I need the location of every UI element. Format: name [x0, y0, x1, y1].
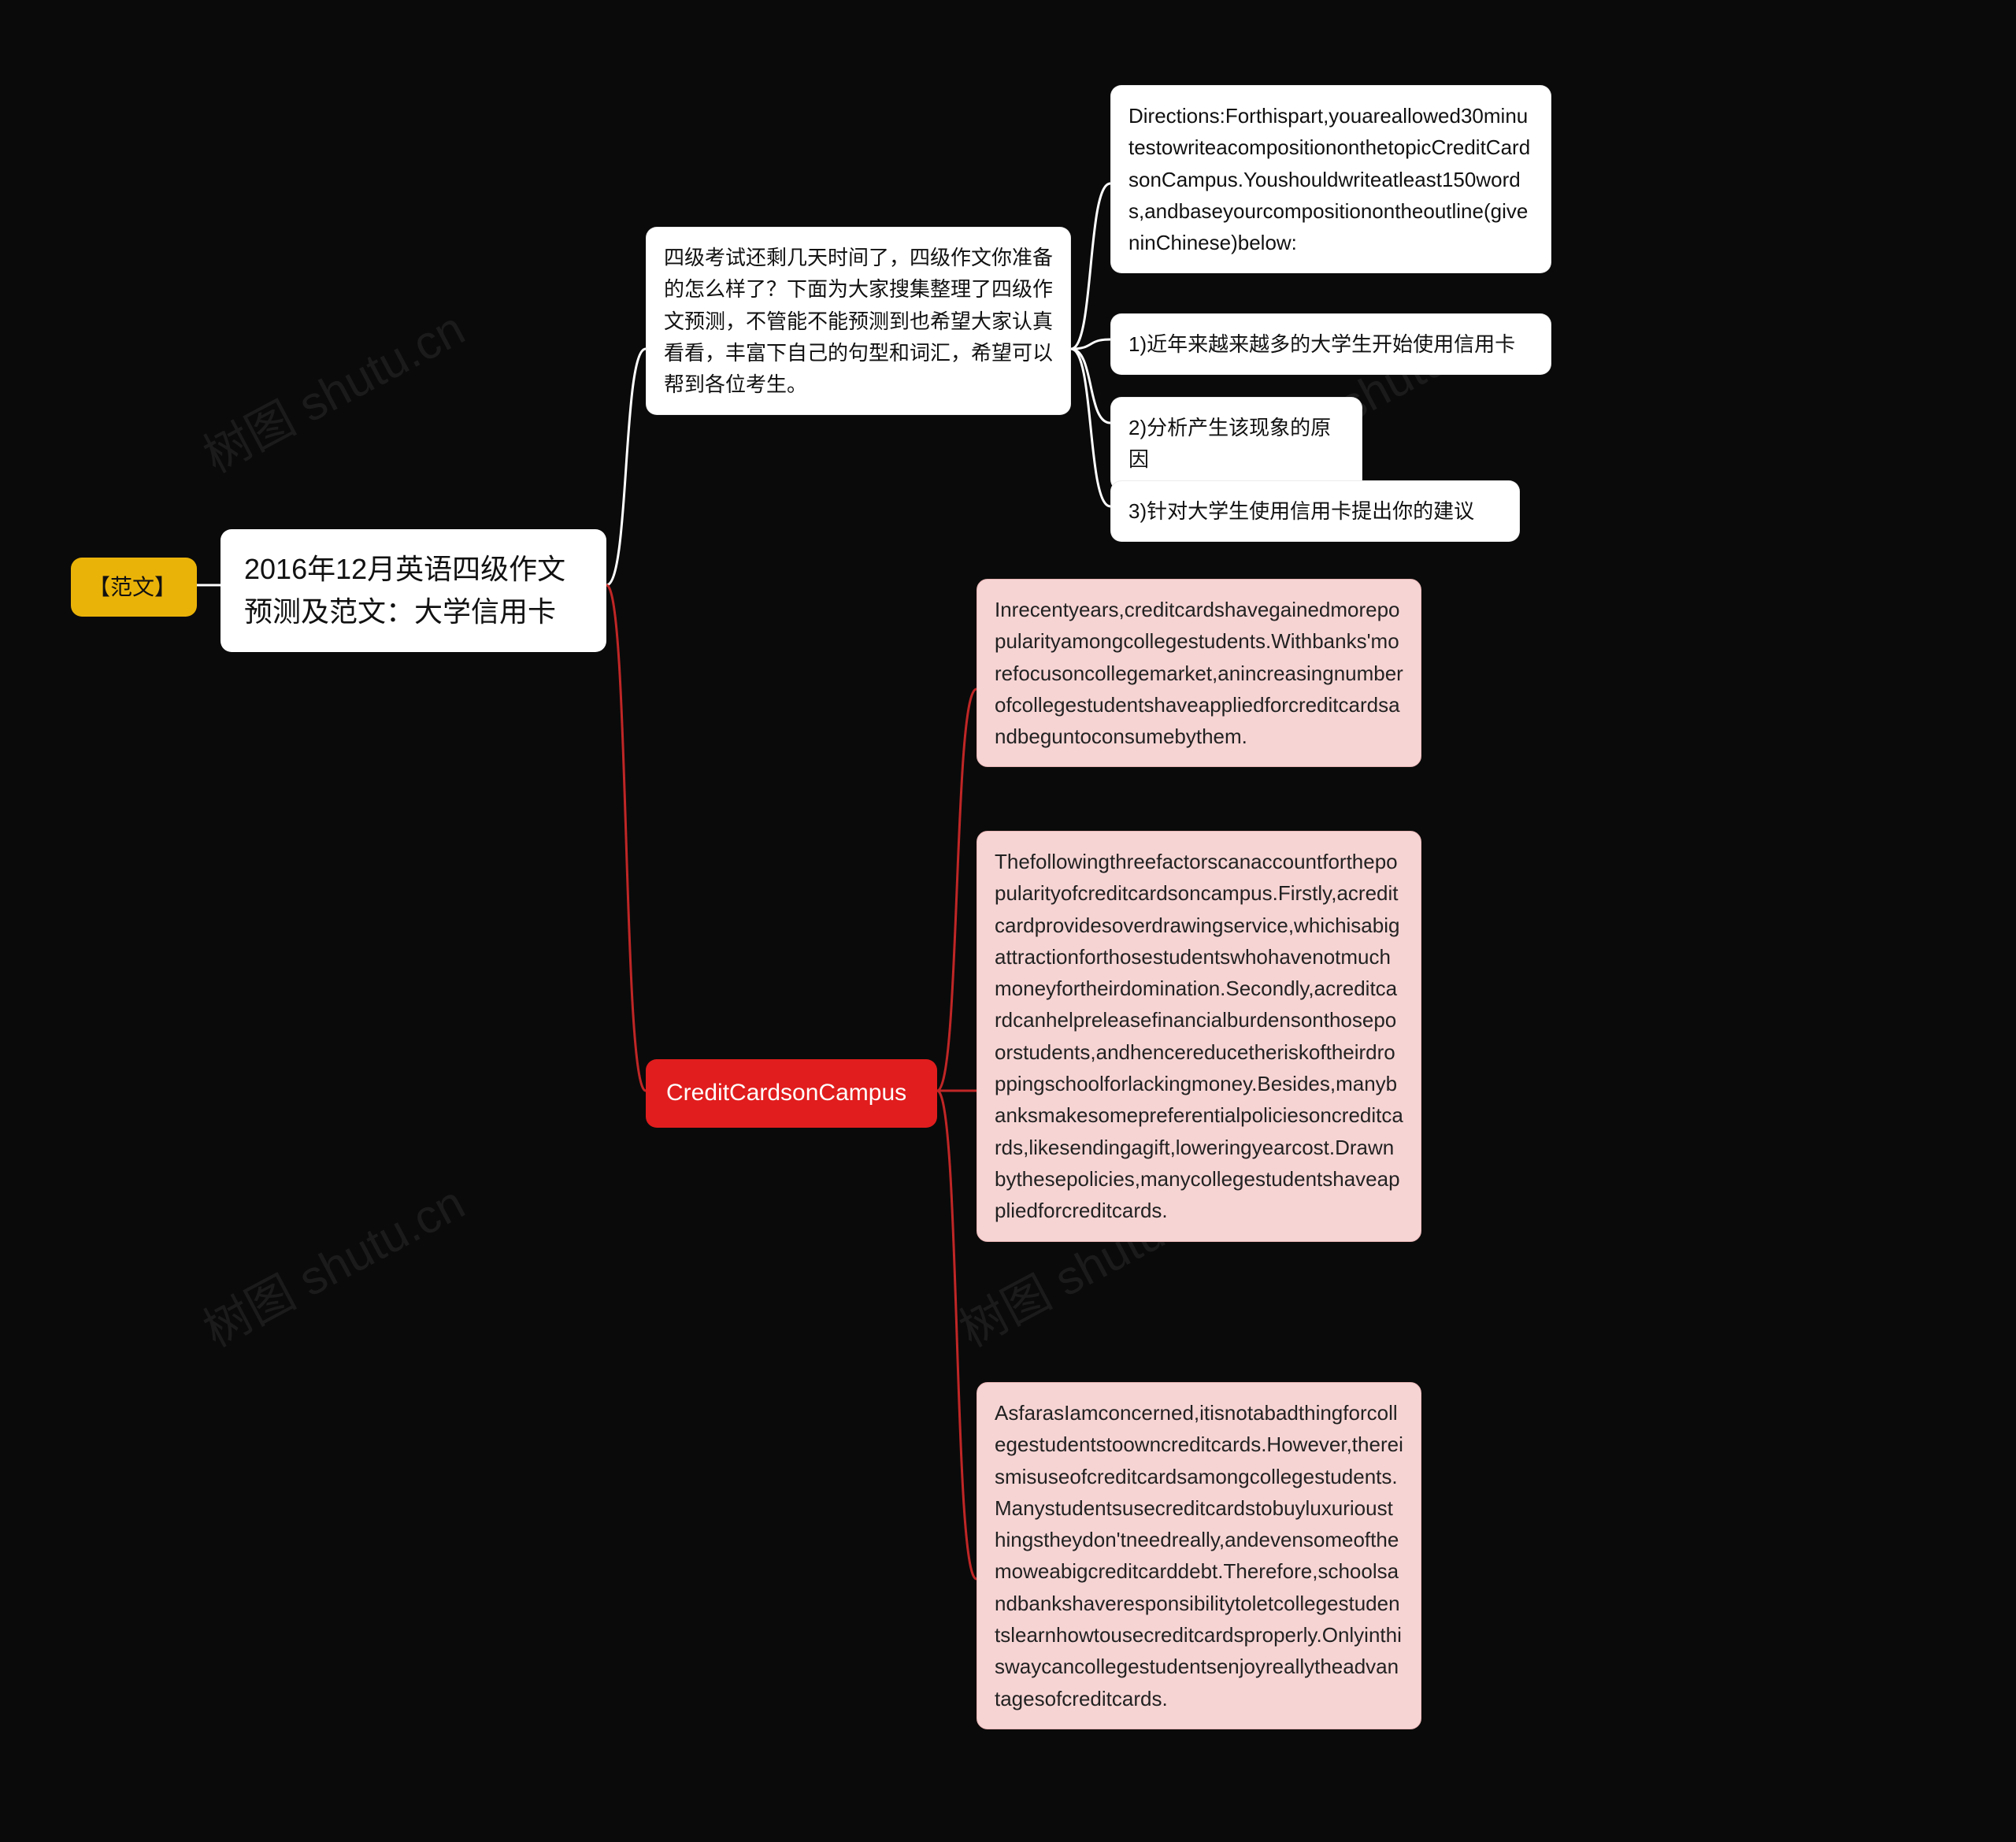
- root-label: 【范文】: [88, 575, 176, 599]
- connector: [1071, 349, 1110, 423]
- outline-point-3[interactable]: 3)针对大学生使用信用卡提出你的建议: [1110, 480, 1520, 542]
- outline-point-3-text: 3)针对大学生使用信用卡提出你的建议: [1128, 499, 1474, 523]
- intro-text: 四级考试还剩几天时间了，四级作文你准备的怎么样了？下面为大家搜集整理了四级作文预…: [664, 246, 1053, 396]
- outline-point-2-text: 2)分析产生该现象的原因: [1128, 416, 1331, 471]
- connector: [937, 689, 976, 1091]
- watermark: 树图 shutu.cn: [190, 291, 475, 486]
- directions-node[interactable]: Directions:Forthispart,youareallowed30mi…: [1110, 85, 1551, 273]
- essay-paragraph-3-text: AsfarasIamconcerned,itisnotabadthingforc…: [995, 1401, 1403, 1710]
- watermark: 树图 shutu.cn: [190, 1166, 475, 1360]
- directions-text: Directions:Forthispart,youareallowed30mi…: [1128, 104, 1530, 254]
- essay-paragraph-1[interactable]: Inrecentyears,creditcardshavegainedmorep…: [976, 579, 1421, 767]
- essay-paragraph-2[interactable]: Thefollowingthreefactorscanaccountforthe…: [976, 831, 1421, 1242]
- connector: [1071, 349, 1110, 506]
- connector: [606, 349, 646, 585]
- outline-point-1[interactable]: 1)近年来越来越多的大学生开始使用信用卡: [1110, 313, 1551, 375]
- intro-node[interactable]: 四级考试还剩几天时间了，四级作文你准备的怎么样了？下面为大家搜集整理了四级作文预…: [646, 227, 1071, 415]
- connector: [937, 1091, 976, 1579]
- title-node[interactable]: 2016年12月英语四级作文预测及范文：大学信用卡: [220, 529, 606, 652]
- connector: [606, 585, 646, 1091]
- outline-point-2[interactable]: 2)分析产生该现象的原因: [1110, 397, 1362, 491]
- connector: [1071, 183, 1110, 349]
- essay-title-node[interactable]: CreditCardsonCampus: [646, 1059, 937, 1128]
- essay-paragraph-3[interactable]: AsfarasIamconcerned,itisnotabadthingforc…: [976, 1382, 1421, 1729]
- essay-paragraph-1-text: Inrecentyears,creditcardshavegainedmorep…: [995, 598, 1403, 748]
- title-label: 2016年12月英语四级作文预测及范文：大学信用卡: [244, 553, 565, 628]
- outline-point-1-text: 1)近年来越来越多的大学生开始使用信用卡: [1128, 332, 1515, 356]
- mindmap-canvas: 树图 shutu.cn 树图 shutu.cn 树图 shutu.cn 树图 s…: [0, 0, 2016, 1842]
- connector: [1071, 339, 1110, 349]
- root-node[interactable]: 【范文】: [71, 558, 197, 617]
- essay-paragraph-2-text: Thefollowingthreefactorscanaccountforthe…: [995, 850, 1403, 1222]
- essay-title-text: CreditCardsonCampus: [666, 1080, 906, 1106]
